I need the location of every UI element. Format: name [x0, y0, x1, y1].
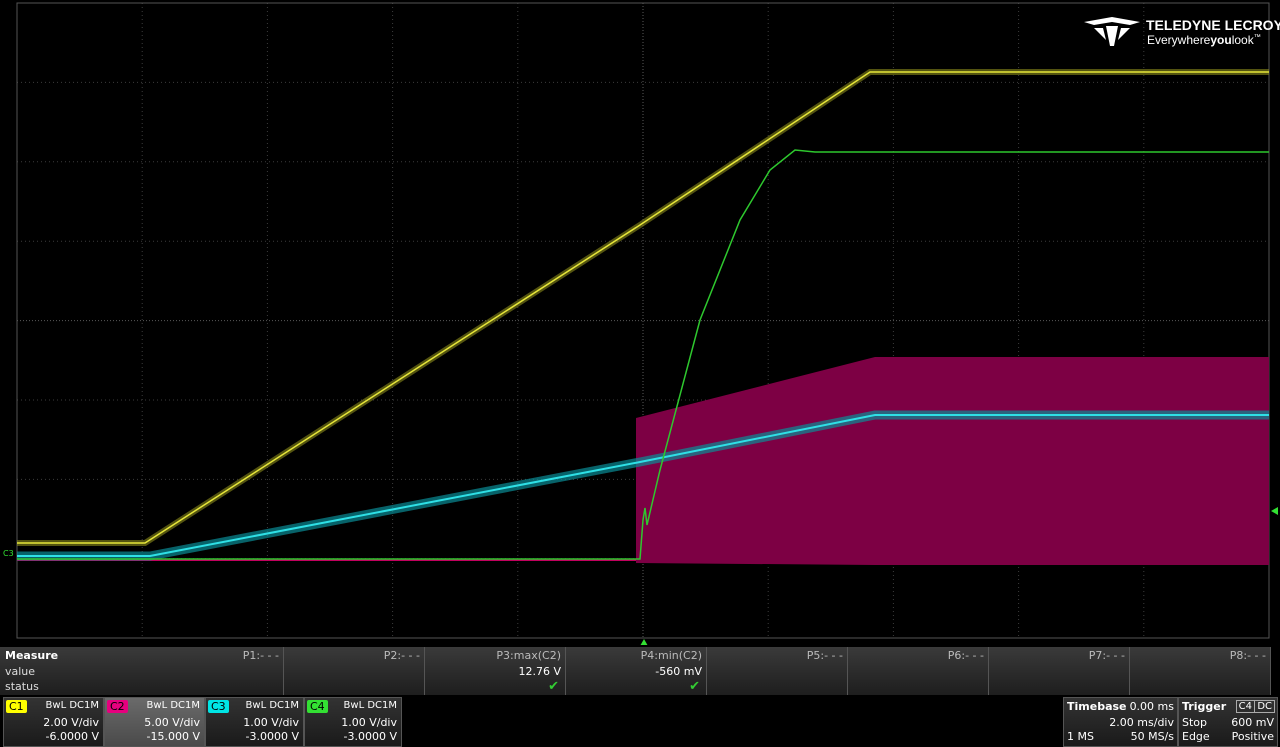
logo-shape [1094, 28, 1106, 40]
trigger-type: Edge [1182, 730, 1210, 743]
measure-param[interactable]: P3:max(C2) 12.76 V ✔ [425, 647, 566, 695]
param-name: P7:- - - [1088, 649, 1125, 662]
channel-offset: -3.0000 V [343, 730, 397, 743]
status-check: ✔ [689, 679, 700, 694]
tagline-part: look [1232, 33, 1255, 47]
channel-scale: 1.00 V/div [341, 716, 397, 729]
graticule: C3 TELEDYNE LECROY Everywhereyoulook™ [3, 2, 1280, 645]
channel-scale: 5.00 V/div [144, 716, 200, 729]
measure-param[interactable]: P5:- - - [707, 647, 848, 695]
timebase-samples: 1 MS [1067, 730, 1094, 743]
timebase-panel[interactable]: Timebase 0.00 ms 2.00 ms/div 1 MS 50 MS/… [1063, 697, 1178, 747]
trigger-coupling: DC [1254, 700, 1275, 713]
center-axes [16, 2, 1270, 639]
param-name: P8:- - - [1229, 649, 1266, 662]
trace-c1 [17, 71, 1269, 544]
channel-coupling: BwL DC1M [45, 700, 99, 711]
param-name: P3:max(C2) [496, 649, 561, 662]
param-name: P1:- - - [242, 649, 279, 662]
tagline-part: ™ [1254, 34, 1261, 41]
logo-brand: TELEDYNE LECROY [1146, 17, 1280, 33]
channel-offset: -15.000 V [146, 730, 200, 743]
row-label: value [5, 665, 36, 678]
logo-shape [1106, 26, 1118, 46]
param-value: -560 mV [655, 665, 702, 678]
channel-coupling: BwL DC1M [146, 700, 200, 711]
trace-c4 [17, 149, 1269, 560]
trigger-slope: Positive [1231, 730, 1274, 743]
measure-param[interactable]: P7:- - - [989, 647, 1130, 695]
measure-label-panel[interactable]: Measure value status [0, 647, 144, 695]
channel-descriptor[interactable]: C1 BwL DC1M 2.00 V/div -6.0000 V [3, 697, 104, 747]
trigger-time-marker [640, 639, 648, 645]
logo-icon [1084, 17, 1140, 46]
trace-c2 [636, 357, 1269, 565]
param-name: P5:- - - [806, 649, 843, 662]
row-label: status [5, 680, 39, 693]
timebase-scale: 2.00 ms/div [1109, 716, 1174, 729]
trigger-panel[interactable]: Trigger C4 DC Stop 600 mV Edge Positive [1178, 697, 1278, 747]
channel-scale: 1.00 V/div [243, 716, 299, 729]
measure-param[interactable]: P1:- - - [143, 647, 284, 695]
channel-offset: -3.0000 V [245, 730, 299, 743]
trigger-level: 600 mV [1231, 716, 1274, 729]
channel-coupling: BwL DC1M [245, 700, 299, 711]
tagline-part: you [1210, 33, 1231, 47]
trigger-title: Trigger [1182, 700, 1227, 713]
param-value: 12.76 V [518, 665, 561, 678]
channel-badge: C1 [6, 700, 27, 713]
channel-descriptor[interactable]: C3 BwL DC1M 1.00 V/div -3.0000 V [205, 697, 304, 747]
channel-badge: C2 [107, 700, 128, 713]
channel-descriptor[interactable]: C2 BwL DC1M 5.00 V/div -15.000 V [104, 697, 205, 747]
measure-param[interactable]: P8:- - - [1130, 647, 1271, 695]
param-name: P2:- - - [383, 649, 420, 662]
param-name: P4:min(C2) [640, 649, 702, 662]
channel-scale: 2.00 V/div [43, 716, 99, 729]
measure-param[interactable]: P6:- - - [848, 647, 989, 695]
measure-title: Measure [5, 649, 59, 662]
measure-param[interactable]: P4:min(C2) -560 mV ✔ [566, 647, 707, 695]
timebase-title: Timebase [1067, 700, 1127, 713]
logo-shape [1118, 28, 1130, 40]
channel-badge: C4 [307, 700, 328, 713]
channel-descriptor[interactable]: C4 BwL DC1M 1.00 V/div -3.0000 V [304, 697, 402, 747]
status-check: ✔ [548, 679, 559, 694]
channel-marker: C3 [3, 549, 14, 558]
trace-c3 [17, 414, 1269, 557]
channel-badge: C3 [208, 700, 229, 713]
logo-tagline: Everywhereyoulook™ [1147, 33, 1261, 47]
param-name: P6:- - - [947, 649, 984, 662]
timebase-rate: 50 MS/s [1130, 730, 1174, 743]
tagline-part: Everywhere [1147, 33, 1211, 47]
trigger-mode: Stop [1182, 716, 1208, 729]
channel-offset: -6.0000 V [45, 730, 99, 743]
trigger-level-marker [1271, 507, 1278, 515]
channel-coupling: BwL DC1M [343, 700, 397, 711]
trigger-source: C4 [1235, 700, 1255, 713]
graticule-border [16, 2, 1270, 639]
measure-param[interactable]: P2:- - - [284, 647, 425, 695]
timebase-delay: 0.00 ms [1129, 700, 1174, 713]
logo-shape [1084, 17, 1140, 25]
